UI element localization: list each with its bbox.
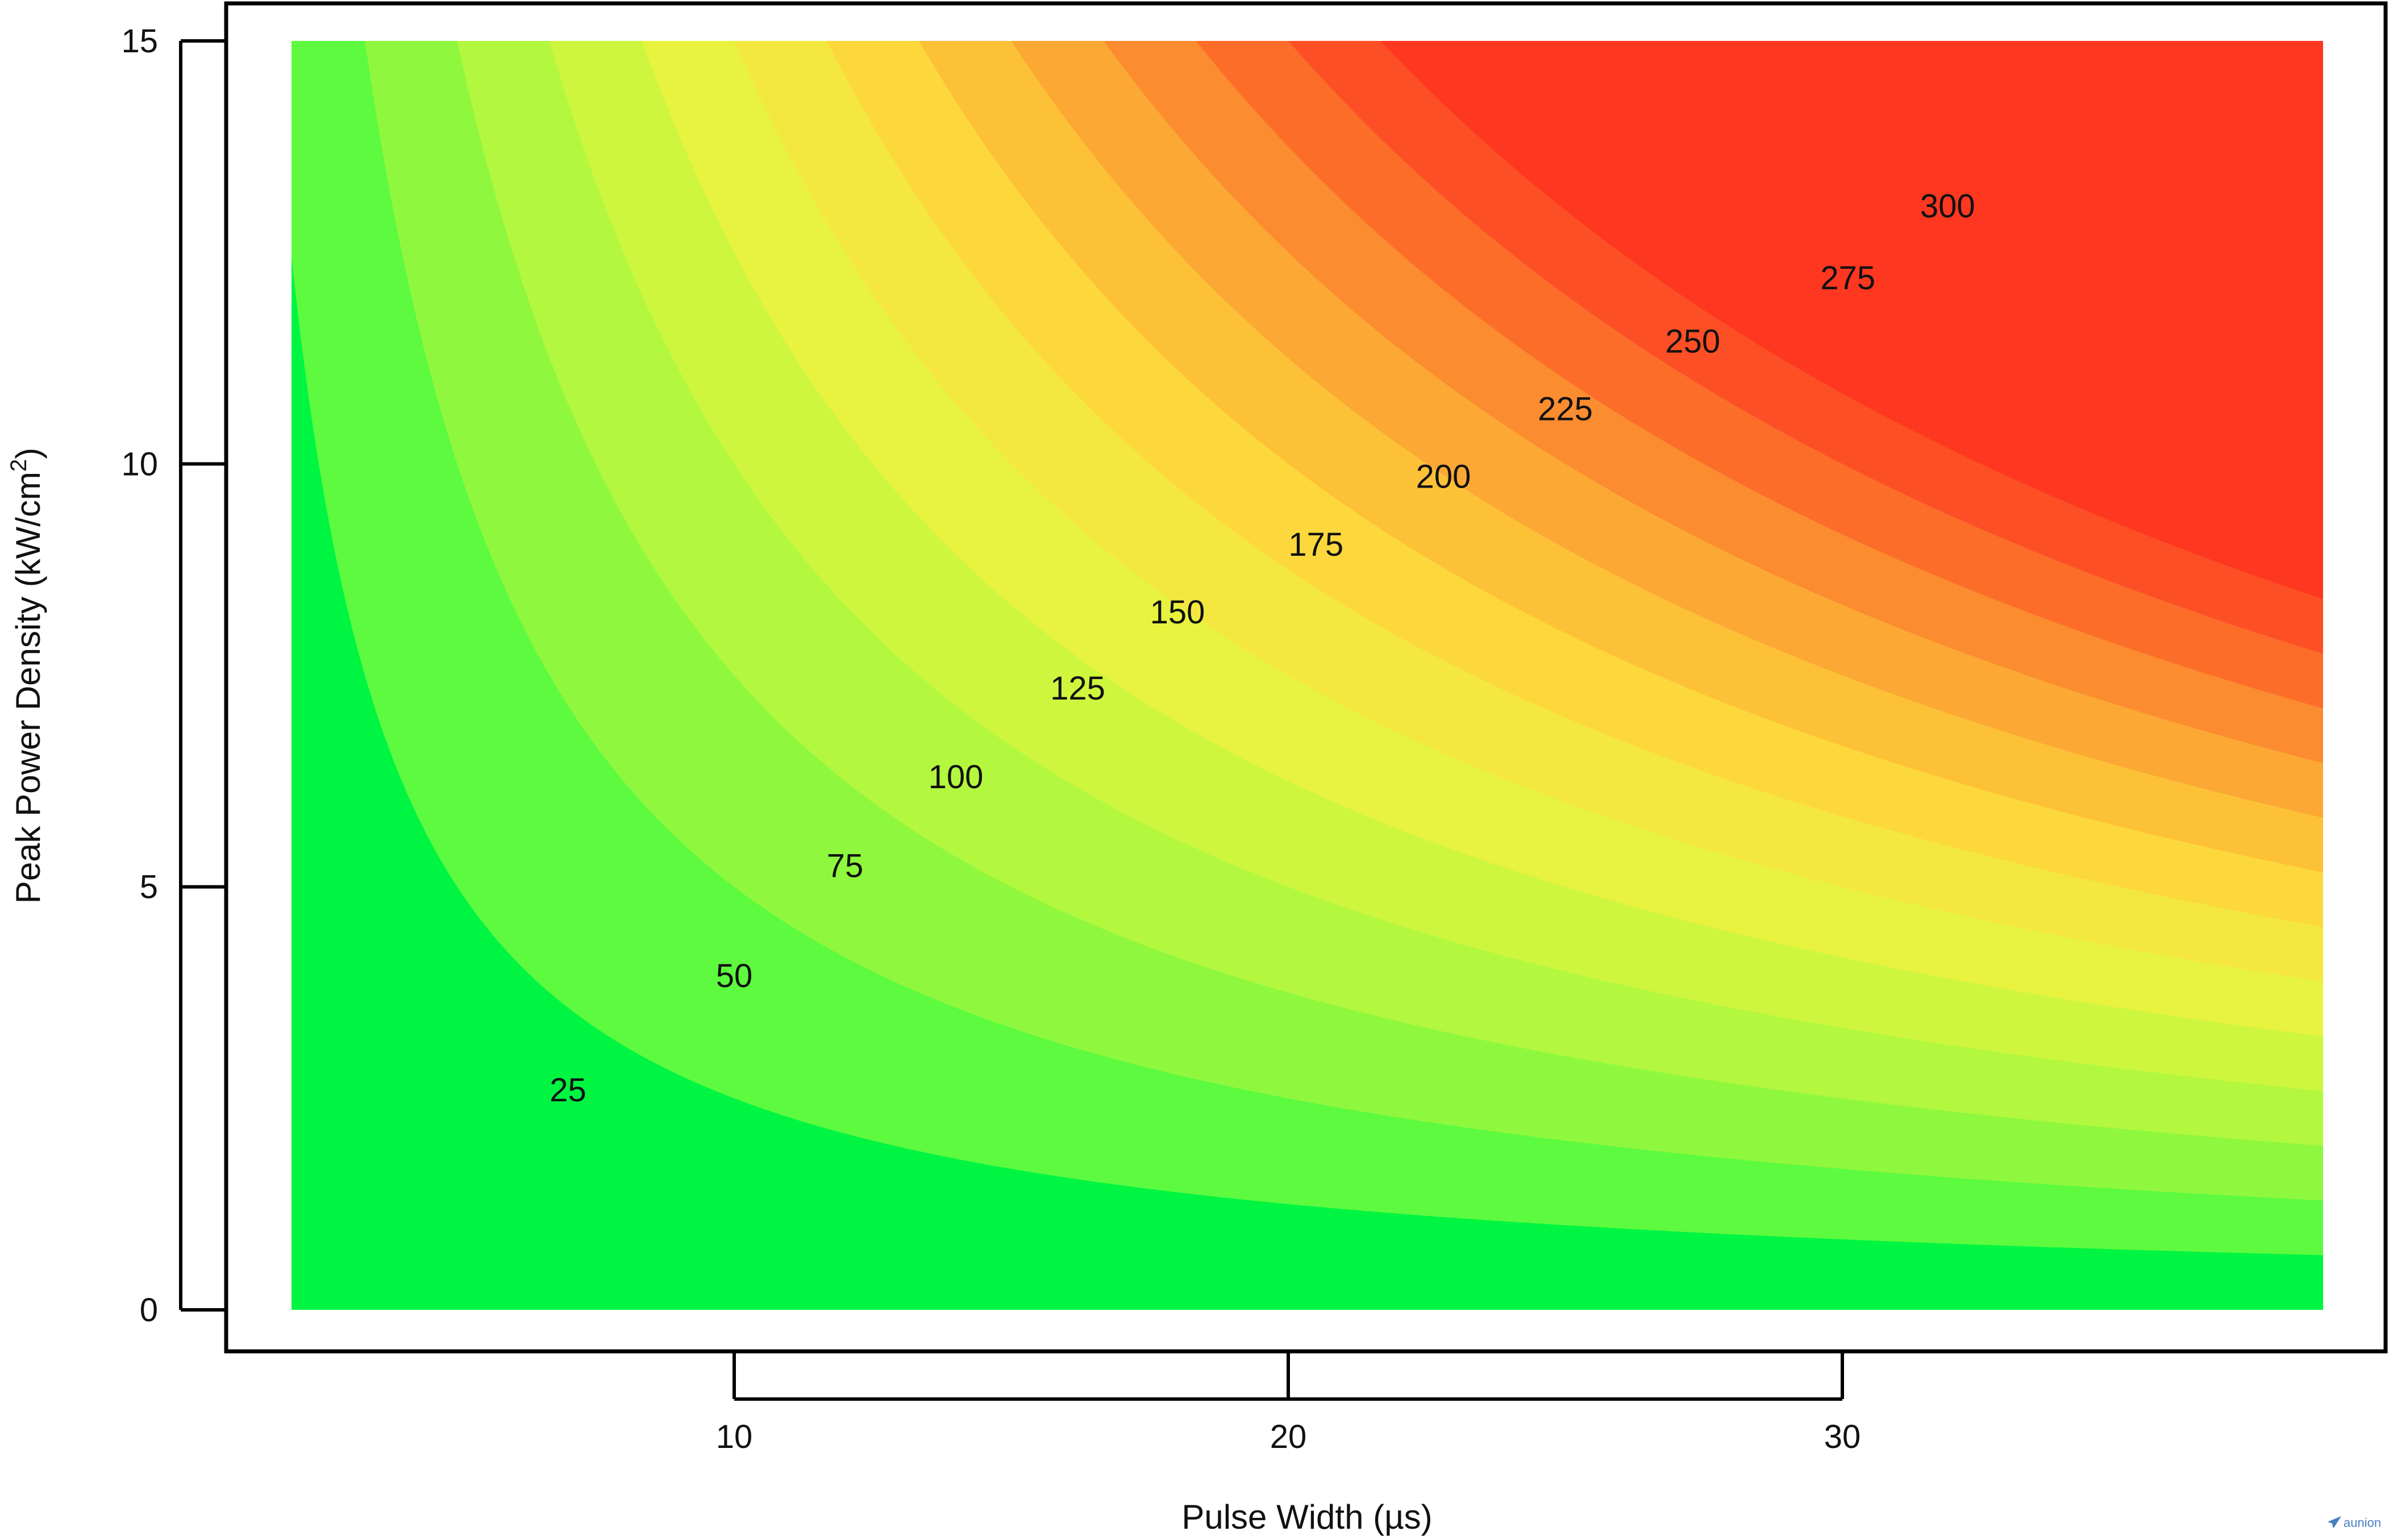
x-axis-title: Pulse Width (µs) [1181,1498,1432,1536]
paper-plane-icon [2328,1516,2341,1529]
contour-label-250: 250 [1665,323,1720,360]
plot-frame [224,1,2388,1354]
x-tick-label: 30 [1824,1418,1861,1455]
x-tick-label: 20 [1270,1418,1307,1455]
contour-label-200: 200 [1416,459,1471,496]
watermark: aunion [2328,1516,2381,1530]
x-axis: 10 20 30 [716,1351,1861,1455]
y-axis-title-main: Peak Power Density (kW/cm [9,472,47,904]
y-axis-title: Peak Power Density (kW/cm2) [6,448,47,904]
contour-label-50: 50 [716,958,753,994]
contour-label-175: 175 [1288,526,1343,563]
watermark-text: aunion [2344,1516,2381,1530]
y-tick-label: 0 [140,1292,158,1329]
contour-label-25: 25 [550,1072,586,1109]
y-axis-title-end: ) [9,448,47,459]
contour-label-150: 150 [1150,594,1205,631]
y-tick-label: 15 [121,23,158,60]
y-tick-label: 10 [121,446,158,482]
contour-bands [292,41,2323,1310]
contour-band-13 [1380,41,2323,600]
contour-label-100: 100 [929,759,984,796]
x-tick-label: 10 [716,1418,753,1455]
y-axis: 0 5 10 15 [121,23,226,1329]
y-tick-label: 5 [140,869,158,906]
contour-label-275: 275 [1820,260,1875,297]
contour-label-300: 300 [1920,188,1975,224]
contour-label-125: 125 [1050,670,1105,707]
contour-label-225: 225 [1538,391,1593,428]
contour-labels: 25 50 75 100 125 150 175 200 225 250 275 300 [550,188,1975,1109]
y-axis-title-superscript: 2 [6,459,31,472]
contour-label-75: 75 [827,847,864,884]
